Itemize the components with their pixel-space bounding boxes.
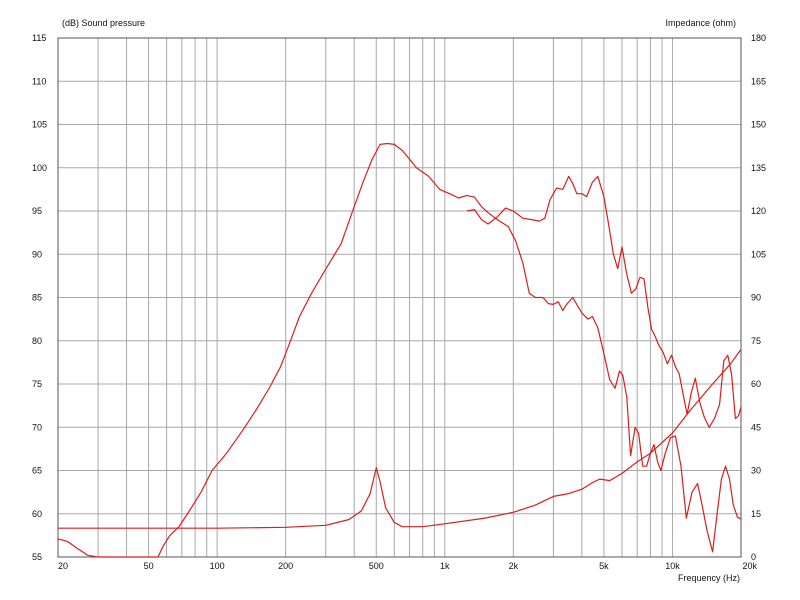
series-line-3	[466, 175, 742, 428]
x-tick-label: 2k	[509, 561, 519, 571]
y2-tick-label: 150	[751, 120, 766, 130]
x-tick-label: 100	[210, 561, 225, 571]
y-tick-label: 55	[32, 552, 42, 562]
y2-tick-label: 30	[751, 466, 761, 476]
y-tick-label: 70	[32, 422, 42, 432]
y-tick-label: 95	[32, 206, 42, 216]
series-line-2	[58, 349, 742, 529]
y-tick-label: 65	[32, 466, 42, 476]
y-tick-label: 115	[32, 33, 46, 43]
y2-tick-label: 90	[751, 293, 761, 303]
right-axis-title: Impedance (ohm)	[665, 18, 736, 28]
x-tick-label: 50	[144, 561, 154, 571]
y-tick-label: 80	[32, 336, 42, 346]
y-tick-label: 105	[32, 120, 47, 130]
x-tick-label: 5k	[599, 561, 609, 571]
y-tick-label: 100	[32, 163, 47, 173]
y-tick-label: 85	[32, 293, 42, 303]
x-tick-label: 20	[58, 561, 68, 571]
x-tick-label: 200	[278, 561, 293, 571]
y2-tick-label: 75	[751, 336, 761, 346]
y-tick-label: 75	[32, 379, 42, 389]
y2-tick-label: 0	[751, 552, 756, 562]
left-axis-title: (dB) Sound pressure	[62, 18, 145, 28]
series-layer	[57, 142, 742, 558]
tick-labels: 1151101051009590858075706560551801651501…	[32, 33, 766, 571]
plot-frame	[57, 37, 742, 558]
y-tick-label: 60	[32, 509, 42, 519]
x-tick-label: 10k	[665, 561, 680, 571]
x-axis-title: Frequency (Hz)	[678, 573, 740, 583]
x-tick-label: 20k	[742, 561, 757, 571]
x-tick-label: 500	[369, 561, 384, 571]
y2-tick-label: 135	[751, 163, 766, 173]
x-tick-label: 1k	[440, 561, 450, 571]
y2-tick-label: 15	[751, 509, 761, 519]
y2-tick-label: 105	[751, 249, 766, 259]
y2-tick-label: 60	[751, 379, 761, 389]
y2-tick-label: 180	[751, 33, 766, 43]
y2-tick-label: 120	[751, 206, 766, 216]
series-line-1	[57, 142, 742, 558]
grid	[58, 38, 741, 557]
y2-tick-label: 45	[751, 422, 761, 432]
y2-tick-label: 165	[751, 76, 766, 86]
y-tick-label: 110	[32, 76, 46, 86]
y-tick-label: 90	[32, 249, 42, 259]
